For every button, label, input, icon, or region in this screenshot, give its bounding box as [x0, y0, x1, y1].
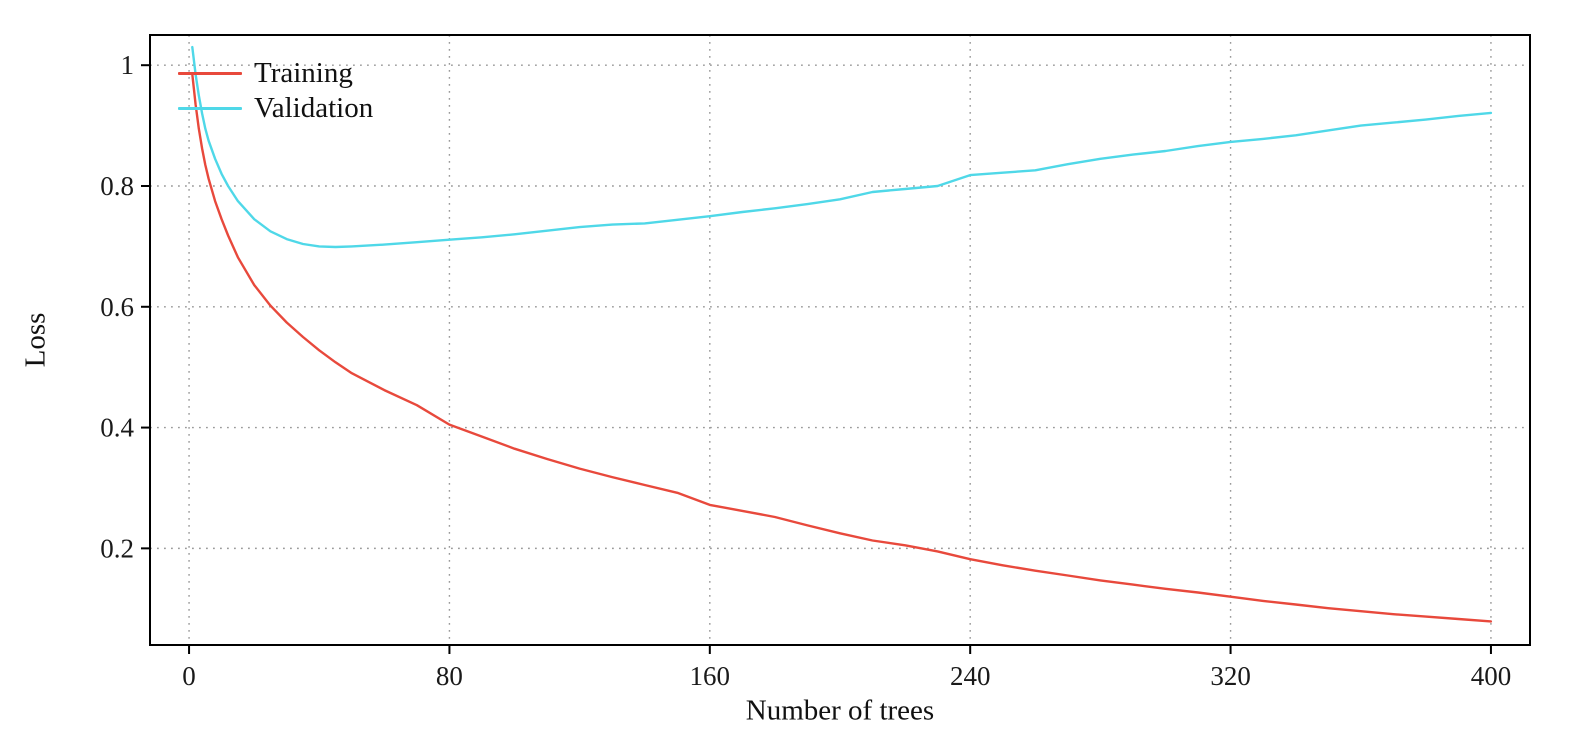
- svg-text:0: 0: [182, 661, 196, 691]
- svg-text:0.8: 0.8: [100, 171, 134, 201]
- training-line-swatch: [178, 72, 242, 75]
- chart-legend: Training Validation: [178, 57, 374, 124]
- svg-text:0.2: 0.2: [100, 533, 134, 563]
- legend-item-validation: Validation: [178, 92, 374, 124]
- svg-text:0.4: 0.4: [100, 413, 134, 443]
- svg-text:160: 160: [690, 661, 731, 691]
- x-axis-label: Number of trees: [745, 694, 935, 727]
- y-axis-label: Loss: [19, 312, 52, 368]
- legend-label-training: Training: [254, 57, 353, 89]
- svg-text:320: 320: [1210, 661, 1251, 691]
- svg-text:240: 240: [950, 661, 991, 691]
- legend-label-validation: Validation: [254, 92, 374, 124]
- svg-text:80: 80: [436, 661, 463, 691]
- svg-text:400: 400: [1471, 661, 1512, 691]
- svg-text:0.6: 0.6: [100, 292, 134, 322]
- legend-item-training: Training: [178, 57, 373, 89]
- svg-text:1: 1: [121, 50, 135, 80]
- validation-line-swatch: [178, 107, 242, 110]
